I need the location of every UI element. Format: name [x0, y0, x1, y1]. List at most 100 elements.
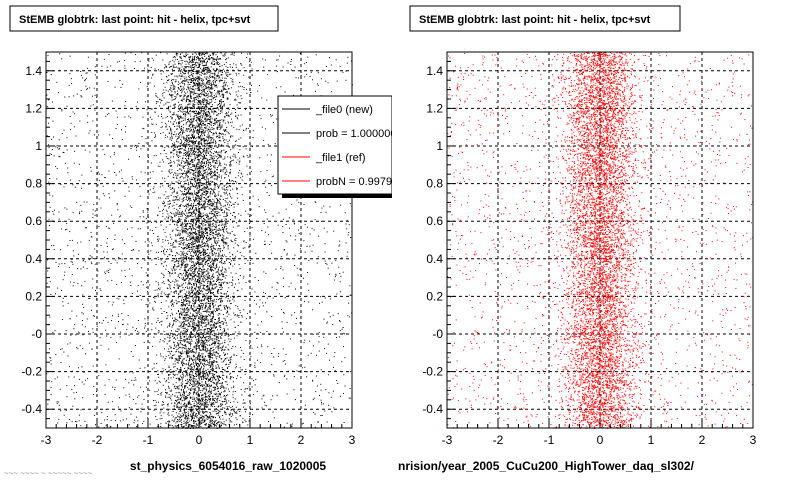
scatter-point	[147, 300, 149, 302]
scatter-point	[162, 159, 164, 161]
scatter-point	[241, 124, 243, 126]
scatter-point	[207, 97, 209, 99]
scatter-point	[227, 204, 228, 206]
scatter-point	[225, 256, 227, 258]
scatter-point	[184, 305, 186, 307]
scatter-point	[193, 58, 195, 60]
scatter-point	[180, 237, 182, 239]
scatter-point	[191, 296, 193, 297]
scatter-point	[200, 366, 202, 368]
scatter-point	[222, 377, 223, 379]
scatter-point	[201, 196, 203, 198]
scatter-point	[178, 179, 180, 181]
scatter-point	[214, 252, 215, 254]
scatter-point	[218, 245, 220, 246]
scatter-point	[186, 66, 188, 67]
scatter-point	[190, 343, 192, 345]
scatter-point	[205, 245, 207, 247]
scatter-point	[92, 315, 94, 317]
scatter-point	[194, 236, 196, 238]
scatter-point	[228, 306, 230, 308]
scatter-point	[252, 74, 253, 76]
scatter-point	[197, 117, 199, 119]
scatter-point	[177, 337, 179, 339]
scatter-point	[181, 88, 183, 90]
scatter-point	[204, 337, 206, 338]
scatter-point	[190, 233, 192, 235]
scatter-point	[297, 274, 299, 276]
scatter-point	[210, 121, 212, 123]
scatter-point	[203, 285, 205, 287]
scatter-point	[193, 408, 195, 410]
scatter-point	[126, 418, 128, 420]
scatter-point	[259, 85, 260, 87]
scatter-point	[202, 220, 204, 222]
scatter-point	[200, 237, 202, 239]
scatter-point	[210, 278, 212, 280]
scatter-point	[196, 116, 198, 118]
scatter-point	[218, 332, 220, 334]
scatter-point	[46, 373, 48, 375]
scatter-point	[221, 224, 223, 226]
scatter-point	[203, 150, 205, 152]
scatter-point	[209, 337, 211, 339]
scatter-point	[237, 203, 239, 205]
scatter-point	[196, 286, 198, 288]
scatter-point	[210, 311, 212, 313]
scatter-point	[223, 226, 225, 228]
scatter-point	[220, 154, 222, 156]
scatter-point	[206, 289, 208, 291]
scatter-point	[223, 276, 225, 278]
scatter-point	[214, 78, 216, 80]
scatter-point	[188, 317, 190, 319]
scatter-point	[195, 176, 197, 178]
scatter-point	[186, 307, 188, 309]
scatter-point	[218, 252, 220, 254]
scatter-point	[188, 409, 190, 410]
scatter-point	[207, 196, 209, 197]
scatter-point	[168, 340, 170, 342]
scatter-point	[183, 363, 185, 365]
scatter-point	[197, 158, 199, 160]
scatter-point	[189, 321, 191, 323]
scatter-point	[217, 322, 219, 324]
scatter-point	[188, 295, 190, 297]
scatter-point	[270, 399, 272, 401]
scatter-point	[178, 413, 180, 415]
scatter-point	[162, 203, 164, 205]
scatter-point	[170, 282, 172, 283]
scatter-point	[249, 343, 250, 345]
scatter-point	[196, 259, 198, 261]
scatter-point	[309, 75, 311, 77]
scatter-point	[235, 66, 237, 68]
scatter-point	[199, 55, 201, 56]
scatter-point	[200, 167, 202, 169]
scatter-point	[237, 159, 239, 161]
scatter-point	[216, 271, 218, 273]
scatter-point	[202, 79, 204, 81]
scatter-point	[193, 321, 195, 323]
scatter-point	[183, 138, 185, 140]
scatter-point	[171, 80, 172, 82]
scatter-point	[180, 180, 182, 182]
scatter-point	[324, 297, 326, 299]
scatter-point	[170, 188, 172, 190]
scatter-point	[220, 251, 221, 253]
scatter-point	[261, 321, 262, 323]
scatter-point	[221, 274, 223, 275]
scatter-point	[106, 419, 108, 421]
scatter-point	[213, 125, 215, 127]
scatter-point	[207, 285, 209, 287]
scatter-point	[116, 124, 118, 125]
scatter-point	[320, 415, 322, 416]
scatter-point	[197, 217, 199, 218]
scatter-point	[192, 193, 194, 195]
scatter-point	[83, 383, 85, 385]
scatter-point	[212, 53, 214, 55]
scatter-point	[206, 243, 208, 245]
scatter-point	[192, 243, 194, 245]
scatter-point	[194, 275, 196, 276]
scatter-point	[192, 336, 194, 338]
scatter-point	[201, 243, 203, 245]
scatter-point	[96, 224, 98, 226]
